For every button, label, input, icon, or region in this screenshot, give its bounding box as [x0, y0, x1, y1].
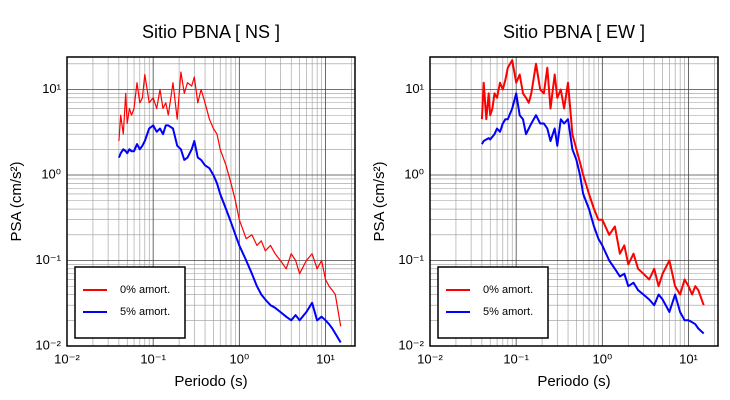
- y-axis-label: PSA (cm/s²): [371, 161, 388, 241]
- y-tick-label: 10⁻¹: [398, 252, 424, 267]
- legend-label: 5% amort.: [483, 306, 533, 318]
- chart-title: Sitio PBNA [ NS ]: [142, 22, 280, 42]
- x-tick-label: 10⁰: [229, 351, 249, 366]
- y-tick-label: 10⁰: [404, 166, 424, 181]
- series-line: [480, 59, 705, 306]
- x-tick-label: 10⁻²: [54, 351, 80, 366]
- y-tick-label: 10⁻¹: [35, 252, 61, 267]
- y-tick-label: 10¹: [42, 81, 61, 96]
- legend-label: 5% amort.: [120, 306, 170, 318]
- legend-box: [74, 266, 186, 339]
- x-tick-label: 10¹: [316, 351, 335, 366]
- series-line: [117, 124, 342, 344]
- series-line: [481, 92, 705, 335]
- y-tick-label: 10¹: [405, 81, 424, 96]
- x-tick-label: 10⁻²: [417, 351, 443, 366]
- legend-label: 0% amort.: [483, 284, 533, 296]
- x-tick-label: 10⁻¹: [503, 351, 529, 366]
- x-tick-label: 10⁰: [592, 351, 612, 366]
- chart-title: Sitio PBNA [ EW ]: [503, 22, 645, 42]
- y-tick-label: 10⁻²: [35, 337, 61, 352]
- x-axis-label: Periodo (s): [537, 373, 610, 390]
- x-tick-label: 10⁻¹: [140, 351, 166, 366]
- y-tick-label: 10⁰: [41, 166, 61, 181]
- legend-label: 0% amort.: [120, 284, 170, 296]
- plot-frame: [429, 56, 719, 347]
- y-axis-label: PSA (cm/s²): [8, 161, 25, 241]
- plot-frame: [66, 56, 356, 347]
- x-tick-label: 10¹: [679, 351, 698, 366]
- legend-box: [437, 266, 549, 339]
- series-line: [118, 71, 342, 327]
- y-tick-label: 10⁻²: [398, 337, 424, 352]
- x-axis-label: Periodo (s): [174, 373, 247, 390]
